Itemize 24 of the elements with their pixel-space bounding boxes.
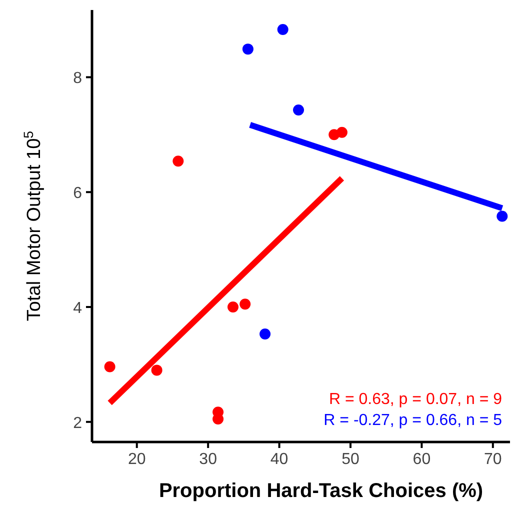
point <box>227 302 238 312</box>
point <box>260 328 271 340</box>
point <box>336 126 348 138</box>
point <box>104 361 116 372</box>
y-tick-label: 8 <box>73 70 82 88</box>
annotation: R = 0.63, p = 0.07, n = 9 <box>328 391 502 408</box>
x-tick-label: 40 <box>270 451 288 468</box>
point <box>240 298 251 310</box>
x-axis-title: Proportion Hard-Task Choices (%) <box>158 480 484 502</box>
point <box>277 24 288 36</box>
point <box>496 210 508 222</box>
point <box>151 364 162 376</box>
y-tick-label: 6 <box>73 185 82 202</box>
point <box>242 44 254 55</box>
annotation: R = -0.27, p = 0.66, n = 5 <box>324 412 502 429</box>
x-tick-label: 20 <box>128 451 146 468</box>
y-tick-label: 2 <box>73 414 82 432</box>
point <box>172 156 184 167</box>
x-tick-label: 60 <box>412 451 431 468</box>
x-tick-label: 70 <box>484 451 502 468</box>
x-tick-label: 30 <box>199 451 218 468</box>
x-tick-label: 50 <box>342 451 360 468</box>
y-tick-label: 4 <box>73 300 82 317</box>
point <box>293 104 304 116</box>
